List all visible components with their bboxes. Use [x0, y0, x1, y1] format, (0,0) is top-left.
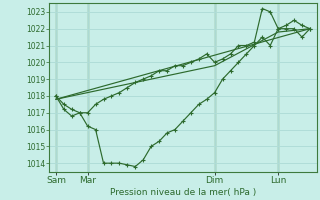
X-axis label: Pression niveau de la mer( hPa ): Pression niveau de la mer( hPa )	[110, 188, 256, 197]
